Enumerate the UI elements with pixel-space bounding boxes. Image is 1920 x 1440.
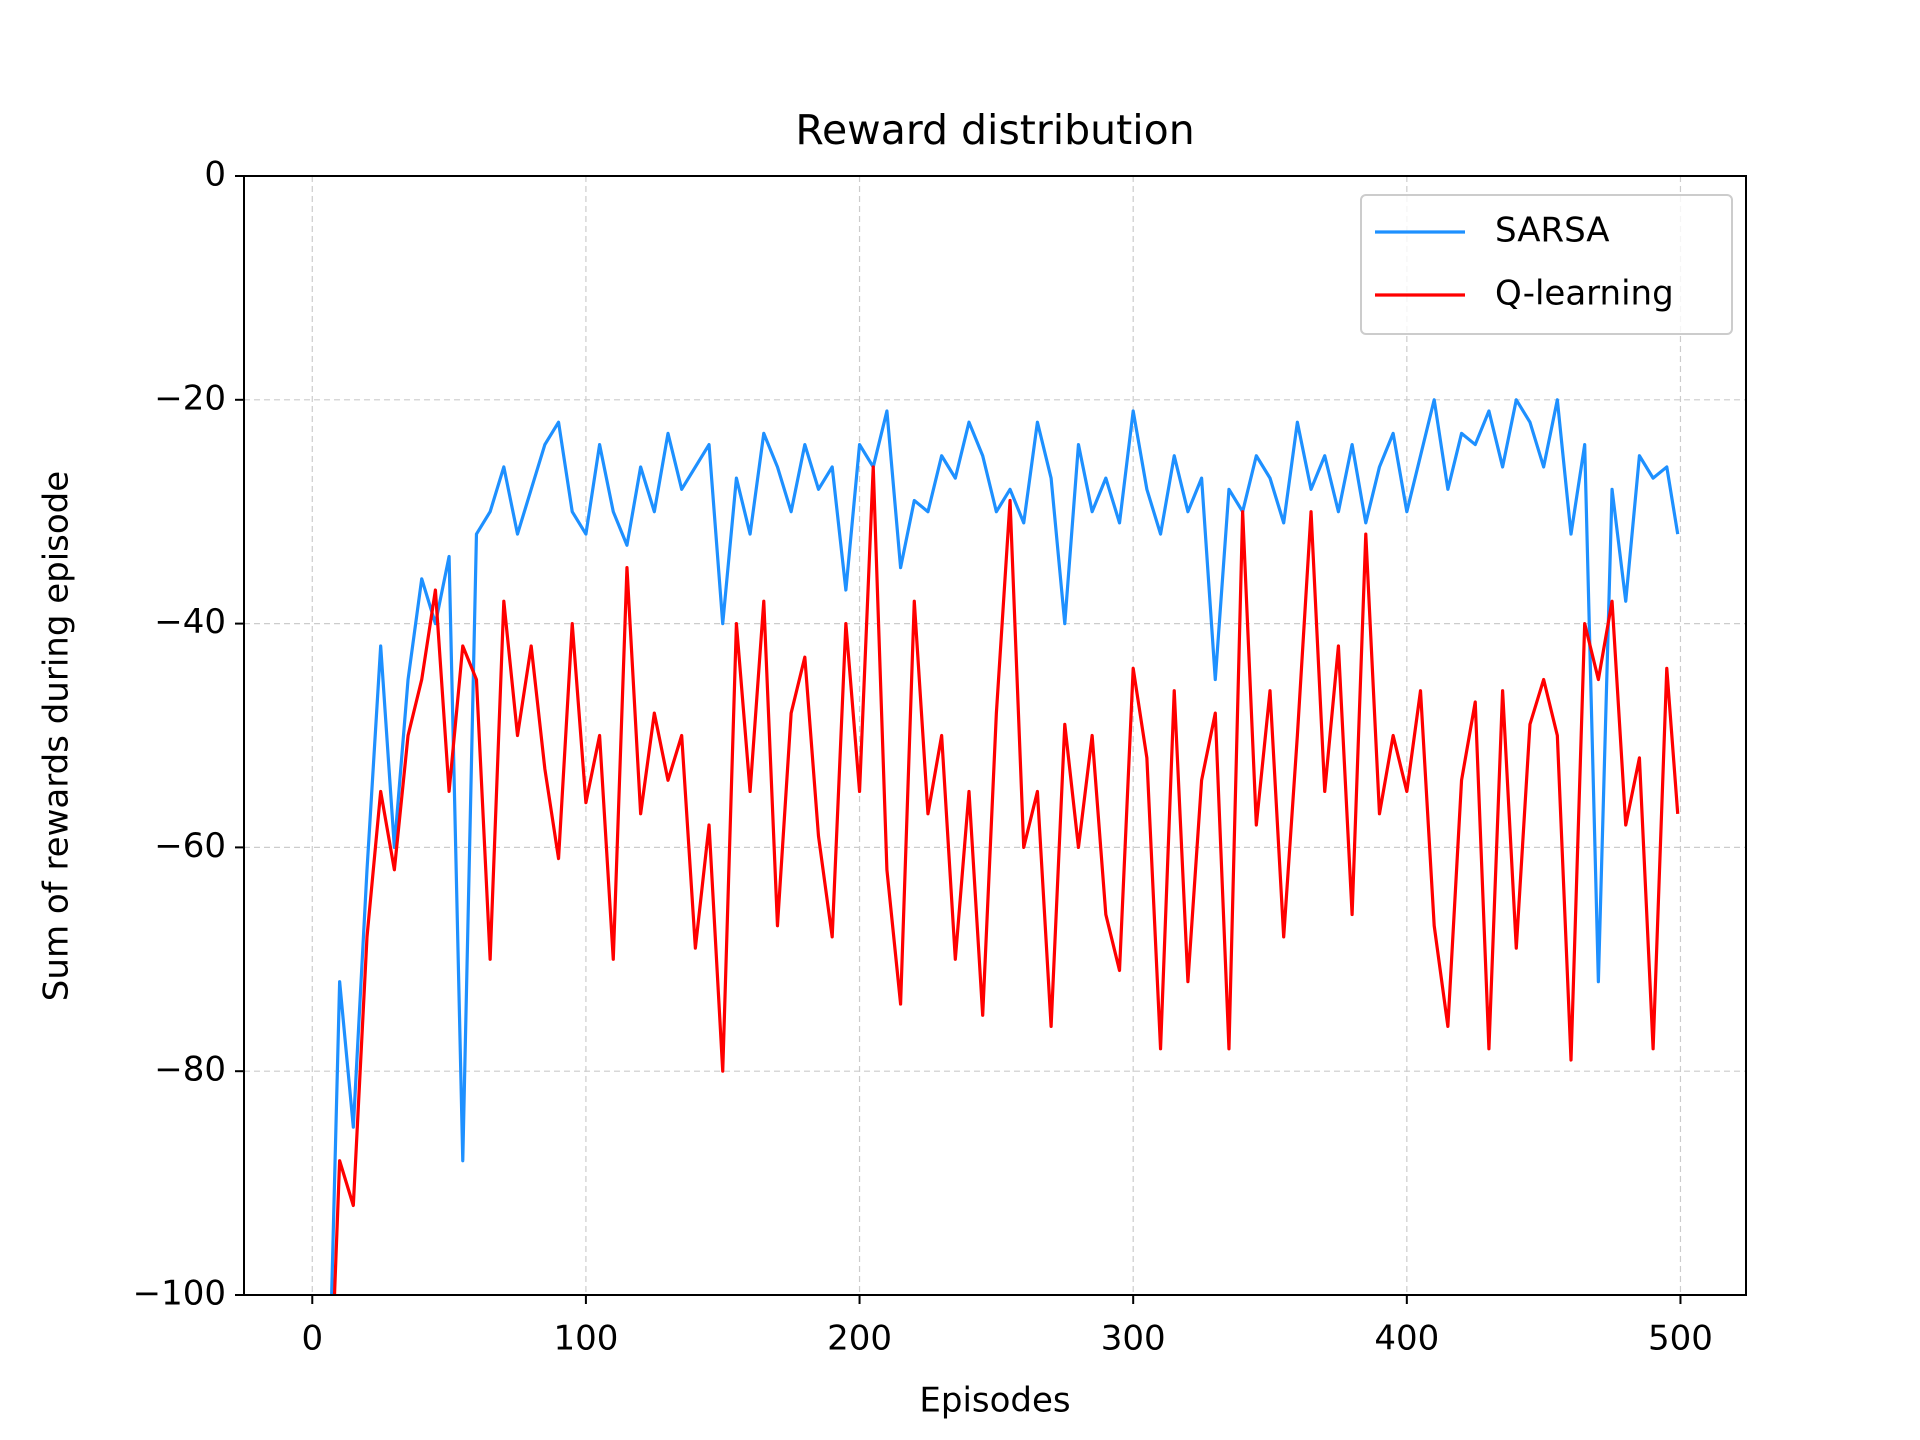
chart-title: Reward distribution <box>795 106 1194 154</box>
y-tick-label: −60 <box>154 826 226 866</box>
x-axis-label: Episodes <box>919 1381 1070 1421</box>
ticks: 0 100 200 300 400 500 −100 −80 −60 −40 −20 0 <box>133 155 1713 1359</box>
series-line <box>332 465 1680 1295</box>
y-tick-label: −20 <box>154 378 226 418</box>
series-line <box>330 398 1680 1295</box>
y-tick-label: −100 <box>133 1274 226 1314</box>
y-tick-label: −80 <box>154 1050 226 1090</box>
x-tick-label: 400 <box>1374 1319 1439 1359</box>
x-tick-label: 0 <box>301 1319 323 1359</box>
x-tick-label: 200 <box>827 1319 892 1359</box>
axes-frame <box>243 175 1747 1296</box>
x-tick-label: 500 <box>1648 1319 1713 1359</box>
legend-label: SARSA <box>1495 211 1610 251</box>
x-tick-label: 100 <box>553 1319 618 1359</box>
legend-label: Q-learning <box>1495 274 1674 314</box>
y-tick-label: 0 <box>204 155 226 195</box>
legend: SARSA Q-learning <box>1360 194 1733 335</box>
plot-area <box>330 398 1680 1295</box>
x-tick-label: 300 <box>1101 1319 1166 1359</box>
y-axis-label: Sum of rewards during episode <box>37 471 77 1001</box>
y-tick-label: −40 <box>154 602 226 642</box>
legend-box <box>1360 194 1733 335</box>
